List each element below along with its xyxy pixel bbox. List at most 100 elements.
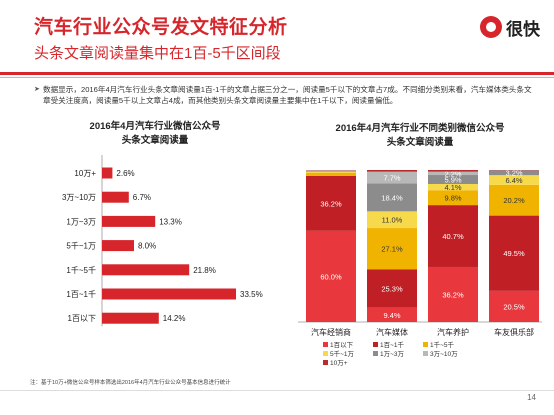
right-chart-segment-label: 49.5% <box>503 249 525 258</box>
right-chart-segment <box>306 171 356 173</box>
right-chart-segment-label: 27.1% <box>381 245 403 254</box>
right-chart-segment <box>367 183 417 212</box>
left-chart-bar <box>102 240 134 252</box>
right-chart-segment-label: 36.2% <box>442 290 464 299</box>
right-chart-segment <box>489 175 539 185</box>
right-chart-segment <box>367 228 417 270</box>
right-chart-segment <box>489 290 539 322</box>
right-chart-segment-label: 25.3% <box>381 284 403 293</box>
right-chart-segment-label: 20.2% <box>503 196 525 205</box>
right-chart-title: 2016年4月汽车行业不同类别微信公众号 头条文章阅读量 <box>290 122 550 150</box>
right-chart-segment-label: 5.9% <box>444 176 461 185</box>
right-chart-title-line1: 2016年4月汽车行业不同类别微信公众号 <box>335 123 505 134</box>
left-chart-category-label: 5千~1万 <box>66 241 96 251</box>
right-chart-segment <box>428 175 478 184</box>
right-chart-segment-label: 9.8% <box>444 194 461 203</box>
right-chart-segment <box>428 171 478 176</box>
legend-swatch <box>323 351 328 356</box>
right-chart-segment-label: 9.4% <box>383 311 400 320</box>
right-chart-segment-label: 3.2% <box>505 169 522 178</box>
left-chart-category-label: 1百~1千 <box>66 289 96 299</box>
left-chart-category-label: 1万~3万 <box>66 217 96 226</box>
legend-swatch <box>373 342 378 347</box>
page-title: 汽车行业公众号发文特征分析 <box>34 17 288 38</box>
left-chart-category-label: 3万~10万 <box>62 193 96 202</box>
left-chart-category-label: 1千~5千 <box>66 265 96 275</box>
legend-label: 1百~1千 <box>380 340 405 349</box>
legend-label: 1百以下 <box>330 341 354 349</box>
legend-label: 5千~1万 <box>330 349 355 358</box>
right-chart-segment-label: 20.5% <box>503 302 525 311</box>
left-chart-title: 2016年4月汽车行业微信公众号 头条文章阅读量 <box>70 120 240 148</box>
right-chart-segment-label: 6.4% <box>505 176 522 185</box>
left-chart-bar <box>102 167 113 179</box>
right-chart-segment-label: 11.0% <box>382 216 403 225</box>
right-chart-segment <box>489 215 539 291</box>
right-chart-segment <box>428 205 478 267</box>
right-chart-segment <box>367 211 417 229</box>
right-chart-segment <box>489 170 539 176</box>
right-chart-segment <box>367 307 417 322</box>
right-chart-category-label: 汽车媒体 <box>376 327 408 337</box>
page-subtitle: 头条文章阅读量集中在1百-5千区间段 <box>34 45 281 62</box>
left-chart-value-label: 13.3% <box>159 217 182 226</box>
left-chart-category-label: 10万+ <box>74 169 96 178</box>
left-chart-value-label: 6.7% <box>133 193 151 202</box>
right-chart-segment <box>306 170 356 172</box>
left-chart-bar <box>102 288 236 300</box>
summary-text: 数据显示，2016年4月汽车行业头条文章阅读量1百-1千的文章占据三分之一，阅读… <box>34 84 534 106</box>
legend-swatch <box>323 360 328 365</box>
left-chart-value-label: 21.8% <box>193 266 216 275</box>
legend-label: 10万+ <box>330 359 348 367</box>
left-chart-title-line2: 头条文章阅读量 <box>121 135 189 146</box>
left-chart-category-label: 1百以下 <box>68 314 96 323</box>
right-chart-segment <box>306 230 356 322</box>
right-chart-category-label: 汽车养护 <box>437 327 469 337</box>
left-chart-value-label: 14.2% <box>163 314 186 323</box>
page-number: 14 <box>527 393 536 402</box>
right-chart-segment <box>306 175 356 231</box>
legend-swatch <box>423 351 428 356</box>
legend-swatch <box>373 351 378 356</box>
right-chart-segment <box>428 266 478 322</box>
right-chart-segment <box>367 170 417 172</box>
right-chart-segment-label: 7.7% <box>383 174 400 183</box>
right-chart-category-label: 汽车经销商 <box>311 327 351 337</box>
legend-label: 1万~3万 <box>380 350 405 358</box>
left-chart-bar <box>102 191 129 203</box>
left-chart-bar <box>102 312 159 324</box>
right-chart-segment <box>306 172 356 176</box>
right-chart-category-label: 车友俱乐部 <box>494 327 534 337</box>
right-chart-segment-label: 60.0% <box>320 272 342 281</box>
left-chart-value-label: 8.0% <box>138 242 156 251</box>
right-chart-segment-label: 18.4% <box>381 193 403 202</box>
right-chart-segment <box>367 171 417 184</box>
logo-text: 很快 <box>506 19 540 39</box>
left-chart-title-line1: 2016年4月汽车行业微信公众号 <box>89 121 221 132</box>
left-chart-bar <box>102 264 190 276</box>
title-rule-thin <box>0 77 554 78</box>
left-chart-value-label: 33.5% <box>240 290 263 299</box>
right-chart-segment <box>428 170 478 172</box>
right-chart-segment <box>428 190 478 206</box>
logo-icon <box>480 16 502 38</box>
right-chart-segment-label: 36.2% <box>320 199 342 208</box>
right-chart-segment-label: 4.1% <box>444 183 461 192</box>
footnote: 注：基于10万+微信公众号样本筛选出2016年4月汽车行业公众号基本信息进行统计 <box>30 380 231 386</box>
brand-logo: 很快 <box>480 14 540 40</box>
left-chart-bar <box>102 215 156 227</box>
right-chart-segment <box>367 269 417 308</box>
footer-rule <box>0 390 554 391</box>
left-chart-value-label: 2.6% <box>116 169 134 178</box>
right-chart-segment-label: 2.2% <box>444 169 461 178</box>
right-chart-segment-label: 40.7% <box>442 232 464 241</box>
legend-swatch <box>423 342 428 347</box>
right-chart-segment <box>489 184 539 216</box>
right-chart-segment <box>428 183 478 191</box>
legend-swatch <box>323 342 328 347</box>
title-rule <box>0 72 554 75</box>
right-chart-title-line2: 头条文章阅读量 <box>386 137 454 148</box>
legend-label: 1千~5千 <box>430 340 455 349</box>
